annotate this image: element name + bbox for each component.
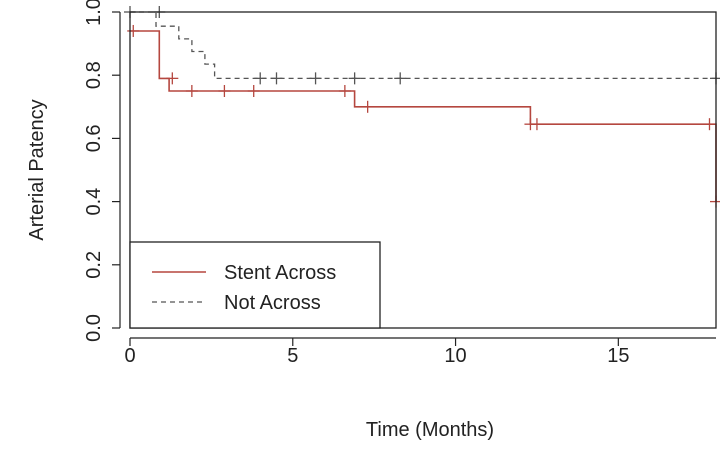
x-tick-label: 5: [287, 345, 298, 367]
series-line-2: [130, 11, 716, 80]
y-tick-label: 0.0: [83, 314, 105, 342]
legend-label-1: Stent Across: [224, 262, 336, 284]
x-tick-label: 10: [444, 345, 466, 367]
series-line-1: [130, 30, 717, 202]
plot-area: [124, 6, 720, 208]
y-tick-label: 1.0: [83, 0, 105, 26]
y-tick-label: 0.8: [83, 61, 105, 89]
legend: Stent Across Not Across: [129, 241, 381, 329]
legend-label-2: Not Across: [224, 292, 321, 314]
x-tick-label: 0: [124, 345, 135, 367]
plot-frame: [129, 11, 717, 329]
y-tick-label: 0.6: [83, 124, 105, 152]
y-tick-label: 0.2: [83, 251, 105, 279]
axes: 0.0 0.2 0.4 0.6 0.8 1.0 Arterial Patency 0 5 10 15…: [26, 0, 717, 441]
x-axis-label: Time (Months): [366, 419, 494, 441]
y-tick-label: 0.4: [83, 188, 105, 216]
legend-box: [129, 241, 381, 329]
x-tick-label: 15: [607, 345, 629, 367]
y-axis-label: Arterial Patency: [26, 99, 48, 240]
